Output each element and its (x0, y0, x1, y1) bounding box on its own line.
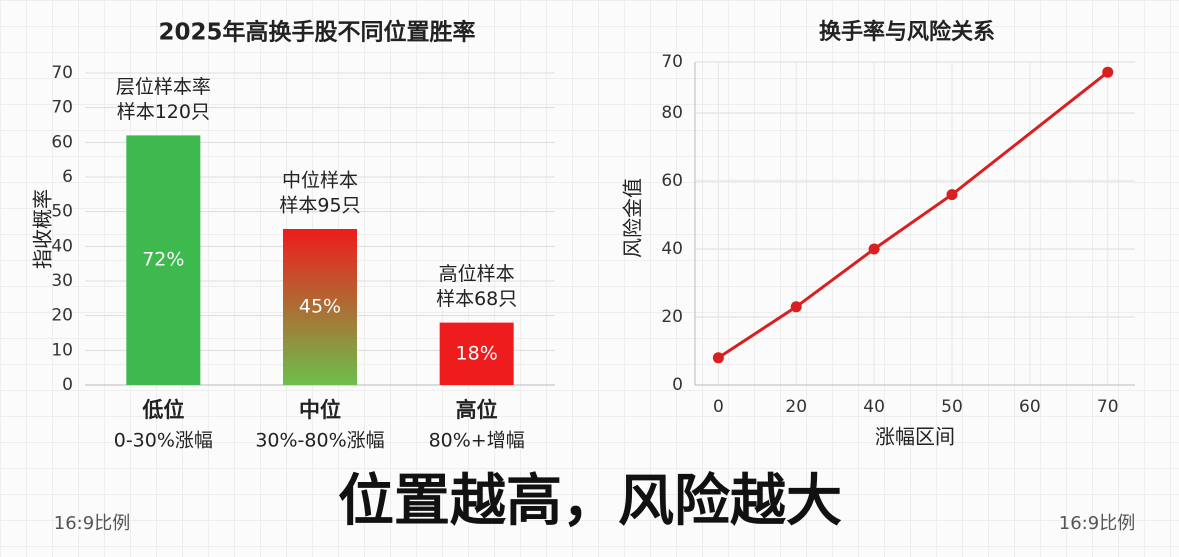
y-tick-label: 40 (661, 239, 683, 259)
x-tick-sublabel: 80%+增幅 (429, 430, 525, 452)
x-axis-label: 涨幅区间 (875, 425, 955, 449)
y-tick-label: 20 (51, 306, 73, 326)
point (946, 189, 958, 201)
y-tick-label: 60 (661, 171, 683, 191)
line (717, 71, 1109, 360)
x-tick-sublabel: 0-30%涨幅 (114, 430, 213, 452)
bar-annotation: 样本68只 (436, 288, 517, 310)
bar-annotation: 中位样本 (282, 170, 358, 192)
bar-annotation: 样本95只 (279, 195, 360, 217)
y-tick-label: 20 (661, 307, 683, 327)
value-label: 72% (142, 249, 184, 271)
x-tick-label: 低位 (141, 398, 184, 422)
x-tick-label: 60 (1019, 397, 1041, 417)
x-tick-label: 20 (785, 397, 807, 417)
bar-annotation: 高位样本 (439, 263, 515, 285)
y-tick-label: 70 (51, 98, 73, 118)
y-tick-label: 0 (672, 375, 683, 395)
caption: 位置越高，风险越大 (338, 469, 842, 534)
y-tick-label: 30 (51, 271, 73, 291)
value-label: 18% (456, 342, 498, 364)
footer-note: 16:9比例 (1059, 513, 1135, 534)
bar-annotation: 样本120只 (117, 101, 210, 123)
y-axis-label: 风险金值 (621, 178, 645, 258)
y-tick-label: 10 (51, 340, 73, 360)
x-tick-label: 40 (863, 397, 885, 417)
y-tick-label: 0 (62, 375, 73, 395)
y-tick-label: 6 (62, 167, 73, 187)
y-tick-label: 60 (51, 132, 73, 152)
y-tick-label: 70 (661, 52, 683, 72)
point (712, 352, 724, 364)
x-tick-label: 高位 (456, 398, 498, 422)
bar (126, 135, 201, 385)
bar (283, 229, 357, 385)
bar-annotation: 层位样本率 (116, 76, 211, 98)
chart-title: 换手率与风险关系 (819, 19, 995, 45)
x-tick-label: 0 (713, 397, 724, 417)
y-axis-label: 指收概率 (31, 189, 55, 269)
x-tick-label: 70 (1097, 397, 1119, 417)
point (1102, 66, 1114, 78)
chart-title: 2025年高换手股不同位置胜率 (158, 19, 475, 46)
footer-note: 16:9比例 (54, 513, 130, 534)
bar (439, 322, 514, 385)
y-tick-label: 40 (51, 236, 73, 256)
y-tick-label: 70 (51, 63, 73, 83)
y-tick-label: 50 (51, 202, 73, 222)
y-tick-label: 80 (661, 103, 683, 123)
point (790, 301, 802, 313)
value-label: 45% (299, 296, 341, 318)
x-tick-label: 中位 (299, 398, 341, 422)
point (868, 243, 880, 255)
x-tick-sublabel: 30%-80%涨幅 (255, 430, 384, 452)
x-tick-label: 50 (941, 397, 963, 417)
